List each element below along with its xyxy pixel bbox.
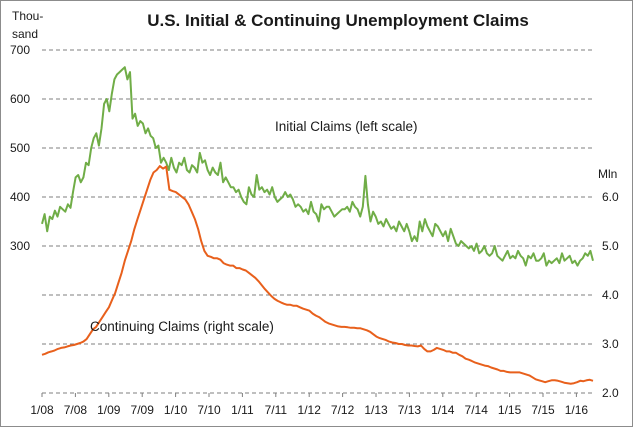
- x-tick-label: 7/09: [131, 403, 155, 417]
- x-tick-label: 7/11: [265, 403, 288, 417]
- left-tick-label: 700: [10, 43, 30, 57]
- x-tick-label: 1/15: [498, 403, 522, 417]
- left-tick-label: 300: [10, 239, 30, 253]
- right-tick-label: 4.0: [602, 288, 619, 302]
- gridlines: [42, 49, 594, 345]
- right-axis-unit: Mln: [598, 167, 617, 181]
- x-tick-label: 7/08: [64, 403, 88, 417]
- x-tick-label: 1/13: [364, 403, 388, 417]
- x-tick-label: 7/14: [465, 403, 489, 417]
- series-lines: [41, 66, 594, 385]
- chart-title: U.S. Initial & Continuing Unemployment C…: [147, 11, 529, 30]
- left-tick-label: 600: [10, 92, 30, 106]
- x-tick-label: 7/10: [197, 403, 221, 417]
- left-axis-unit-line1: Thou-: [12, 9, 43, 23]
- left-tick-label: 400: [10, 190, 30, 204]
- right-tick-label: 6.0: [602, 190, 619, 204]
- right-tick-label: 3.0: [602, 337, 619, 351]
- x-tick-label: 1/08: [30, 403, 54, 417]
- left-axis-ticks: 300 400 500 600 700: [10, 43, 30, 253]
- left-axis-unit-line2: sand: [12, 27, 38, 41]
- x-tick-label: 1/10: [164, 403, 188, 417]
- x-tick-label: 1/11: [231, 403, 254, 417]
- x-tick-label: 7/15: [531, 403, 555, 417]
- x-tick-label: 1/16: [565, 403, 589, 417]
- x-tick-label: 1/14: [431, 403, 455, 417]
- left-tick-label: 500: [10, 141, 30, 155]
- x-tick-label: 1/12: [298, 403, 322, 417]
- annotation-initial-claims: Initial Claims (left scale): [275, 119, 418, 134]
- right-axis-ticks: 2.0 3.0 4.0 5.0 6.0: [602, 190, 619, 400]
- x-tick-label: 7/12: [331, 403, 355, 417]
- series-line-initial: [41, 66, 594, 267]
- right-tick-label: 5.0: [602, 239, 619, 253]
- x-axis: 1/08 7/08 1/09 7/09 1/10 7/10 1/11 7/11 1/12 7/12…: [30, 392, 594, 417]
- x-tick-label: 7/13: [398, 403, 422, 417]
- x-tick-label: 1/09: [97, 403, 121, 417]
- right-tick-label: 2.0: [602, 386, 619, 400]
- annotation-continuing-claims: Continuing Claims (right scale): [90, 319, 274, 334]
- series-line-continuing: [41, 165, 594, 385]
